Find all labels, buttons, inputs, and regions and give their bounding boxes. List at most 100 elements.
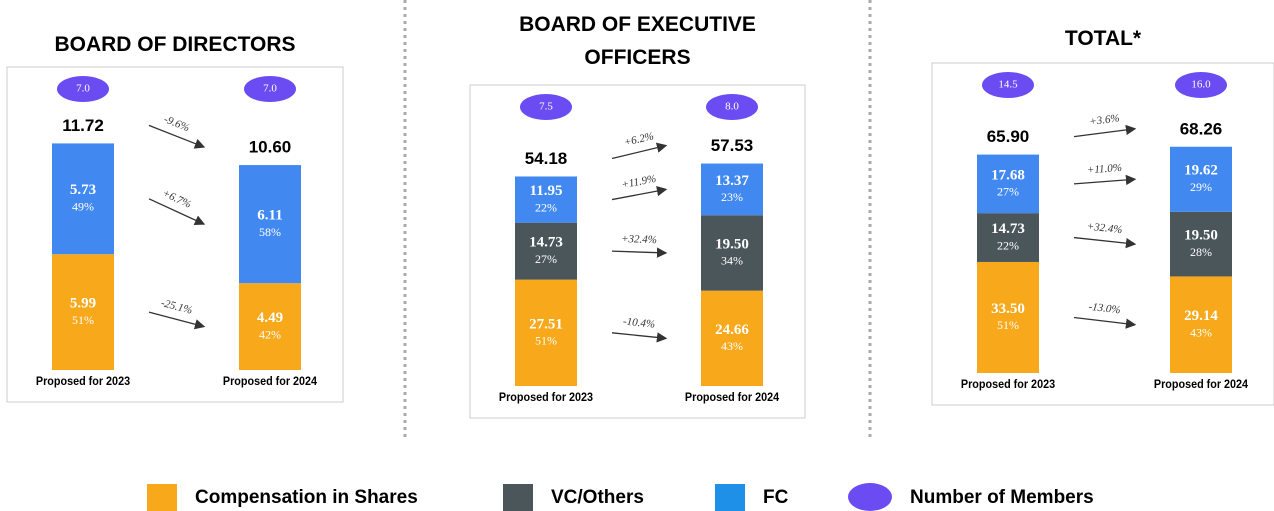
value-label: 19.50 <box>715 236 749 252</box>
percent-label: 49% <box>72 200 94 214</box>
percent-label: 51% <box>72 313 94 327</box>
bar-segment <box>977 154 1039 214</box>
percent-label: 58% <box>259 225 281 239</box>
percent-label: 42% <box>259 327 281 341</box>
members-badge <box>1175 72 1227 98</box>
bar-segment <box>1170 276 1232 373</box>
category-label: Proposed for 2024 <box>223 376 318 389</box>
category-label: Proposed for 2023 <box>499 392 593 405</box>
members-badge <box>57 76 109 102</box>
percent-label: 27% <box>535 252 557 266</box>
value-label: 17.68 <box>991 167 1025 183</box>
members-badge <box>520 94 572 120</box>
total-label: 57.53 <box>711 136 754 155</box>
members-label: 7.0 <box>76 83 90 95</box>
total-label: 11.72 <box>62 116 104 135</box>
value-label: 13.37 <box>715 173 749 189</box>
percent-label: 28% <box>1190 245 1212 259</box>
members-badge <box>982 72 1034 98</box>
value-label: 4.49 <box>257 310 283 326</box>
total-label: 65.90 <box>987 127 1030 146</box>
total-label: 54.18 <box>525 149 568 168</box>
percent-label: 27% <box>997 185 1019 199</box>
change-arrow <box>1073 174 1137 186</box>
value-label: 14.73 <box>991 221 1025 237</box>
panel-title: TOTAL* <box>1064 27 1142 50</box>
value-label: 27.51 <box>529 316 563 332</box>
change-label: +3.6% <box>1089 112 1121 128</box>
legend-swatch <box>147 484 177 511</box>
bar-segment <box>977 213 1039 262</box>
percent-label: 23% <box>721 190 743 204</box>
value-label: 6.11 <box>257 208 282 224</box>
category-label: Proposed for 2023 <box>36 376 130 389</box>
percent-label: 51% <box>535 334 557 348</box>
bar-segment <box>515 222 577 280</box>
percent-label: 43% <box>721 339 743 353</box>
bar-segment <box>515 176 577 223</box>
change-label: +32.4% <box>621 233 657 246</box>
category-label: Proposed for 2024 <box>685 392 780 405</box>
panel-title: BOARD OF EXECUTIVE OFFICERS <box>519 13 756 69</box>
bar-segment <box>52 254 114 370</box>
change-label: +32.4% <box>1086 220 1123 236</box>
change-label: +11.0% <box>1087 162 1123 177</box>
change-arrow <box>148 311 206 330</box>
bar-segment <box>1170 146 1232 212</box>
bar-segment <box>977 261 1039 373</box>
change-label: -10.4% <box>622 316 655 331</box>
bar-segment <box>515 279 577 386</box>
change-arrow <box>611 247 668 258</box>
total-label: 10.60 <box>249 138 292 157</box>
value-label: 19.50 <box>1184 228 1218 244</box>
members-label: 7.0 <box>263 83 277 95</box>
legend-label: Compensation in Shares <box>195 487 418 508</box>
bar-segment <box>701 215 763 291</box>
change-arrow <box>611 332 668 343</box>
legend-swatch <box>715 484 745 511</box>
bar-segment <box>1170 211 1232 277</box>
members-badge <box>706 94 758 120</box>
total-label: 68.26 <box>1180 119 1223 138</box>
value-label: 5.73 <box>70 182 96 198</box>
members-label: 8.0 <box>725 101 739 113</box>
legend-label: VC/Others <box>551 487 644 508</box>
value-label: 33.50 <box>991 301 1025 317</box>
change-arrow <box>611 142 668 160</box>
change-arrow <box>611 185 668 201</box>
percent-label: 22% <box>997 238 1019 252</box>
percent-label: 51% <box>997 318 1019 332</box>
legend-label: FC <box>763 487 789 508</box>
bar-segment <box>52 143 114 255</box>
percent-label: 22% <box>535 200 557 214</box>
bar-segment <box>239 283 301 370</box>
category-label: Proposed for 2024 <box>1154 379 1249 392</box>
value-label: 14.73 <box>529 235 563 251</box>
change-label: -13.0% <box>1088 301 1121 317</box>
bar-segment <box>701 163 763 216</box>
members-label: 16.0 <box>1191 79 1211 91</box>
percent-label: 29% <box>1190 180 1212 194</box>
members-badge <box>244 76 296 102</box>
change-arrow <box>148 124 206 149</box>
percent-label: 34% <box>721 254 743 268</box>
bar-segment <box>701 290 763 386</box>
value-label: 19.62 <box>1184 163 1218 179</box>
change-arrow <box>1073 236 1137 249</box>
legend-label: Number of Members <box>910 487 1094 508</box>
change-arrow <box>1073 316 1137 329</box>
legend-swatch <box>503 484 533 511</box>
value-label: 24.66 <box>715 322 749 338</box>
value-label: 11.95 <box>530 183 563 199</box>
percent-label: 43% <box>1190 325 1212 339</box>
legend-swatch <box>848 483 892 511</box>
category-label: Proposed for 2023 <box>961 379 1055 392</box>
panel-title: BOARD OF DIRECTORS <box>54 33 296 56</box>
members-label: 7.5 <box>539 101 553 113</box>
value-label: 29.14 <box>1184 308 1218 324</box>
change-arrow <box>148 198 206 226</box>
value-label: 5.99 <box>70 296 96 312</box>
members-label: 14.5 <box>998 79 1018 91</box>
